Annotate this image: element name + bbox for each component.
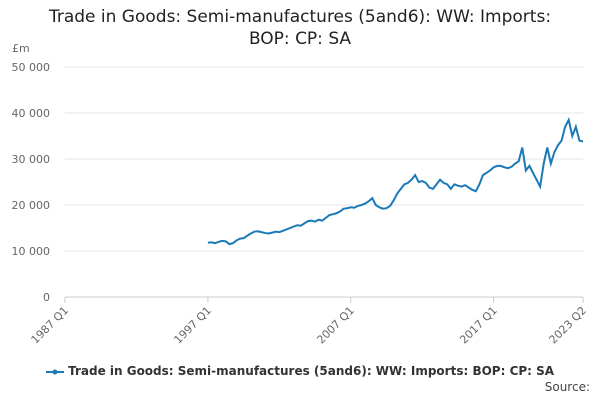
y-axis-label: £m <box>12 42 30 55</box>
source: Source: <box>544 380 590 394</box>
legend-label: Trade in Goods: Semi-manufactures (5and6… <box>68 364 555 378</box>
legend: Trade in Goods: Semi-manufactures (5and6… <box>0 364 600 378</box>
chart: £m 0 10 000 20 000 30 000 40 000 50 000 1987 Q… <box>12 42 590 347</box>
y-tick-label: 50 000 <box>12 61 51 74</box>
x-tick-label: 1987 Q1 <box>29 304 72 347</box>
x-tick-label: 2017 Q1 <box>457 304 500 347</box>
y-tick-label: 0 <box>43 291 50 304</box>
x-tick-label: 2007 Q1 <box>314 304 357 347</box>
y-tick-label: 40 000 <box>12 107 51 120</box>
x-tick-label: 2023 Q2 <box>547 304 590 347</box>
chart-title: Trade in Goods: Semi-manufactures (5and6… <box>48 7 552 49</box>
data-line <box>207 116 584 246</box>
x-tick-label: 1997 Q1 <box>171 304 214 347</box>
y-tick-label: 10 000 <box>12 245 51 258</box>
y-tick-label: 20 000 <box>12 199 51 212</box>
legend-symbol <box>45 369 64 374</box>
y-tick-label: 30 000 <box>12 153 51 166</box>
